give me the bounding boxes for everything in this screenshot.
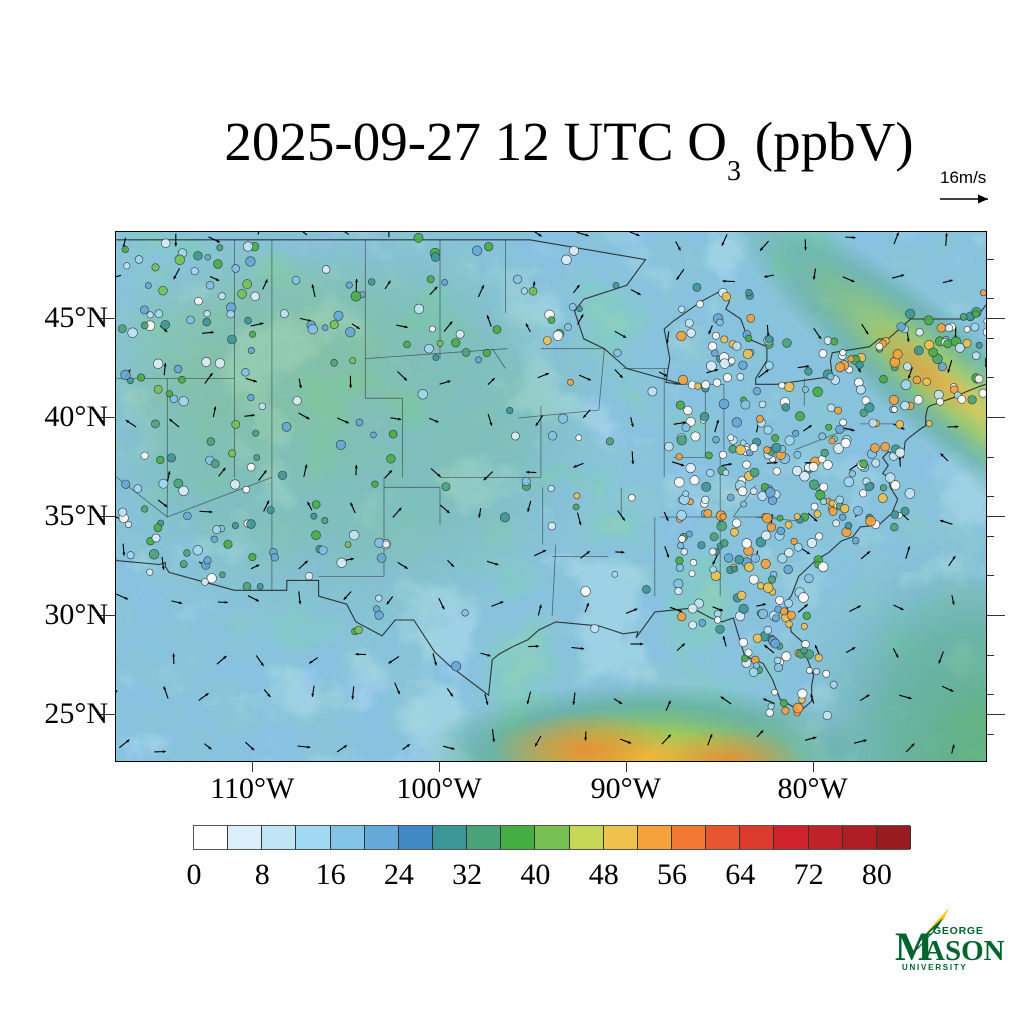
svg-text:UNIVERSITY: UNIVERSITY — [902, 963, 968, 972]
svg-text:ASON: ASON — [924, 935, 1005, 967]
svg-text:GEORGE: GEORGE — [933, 925, 984, 937]
